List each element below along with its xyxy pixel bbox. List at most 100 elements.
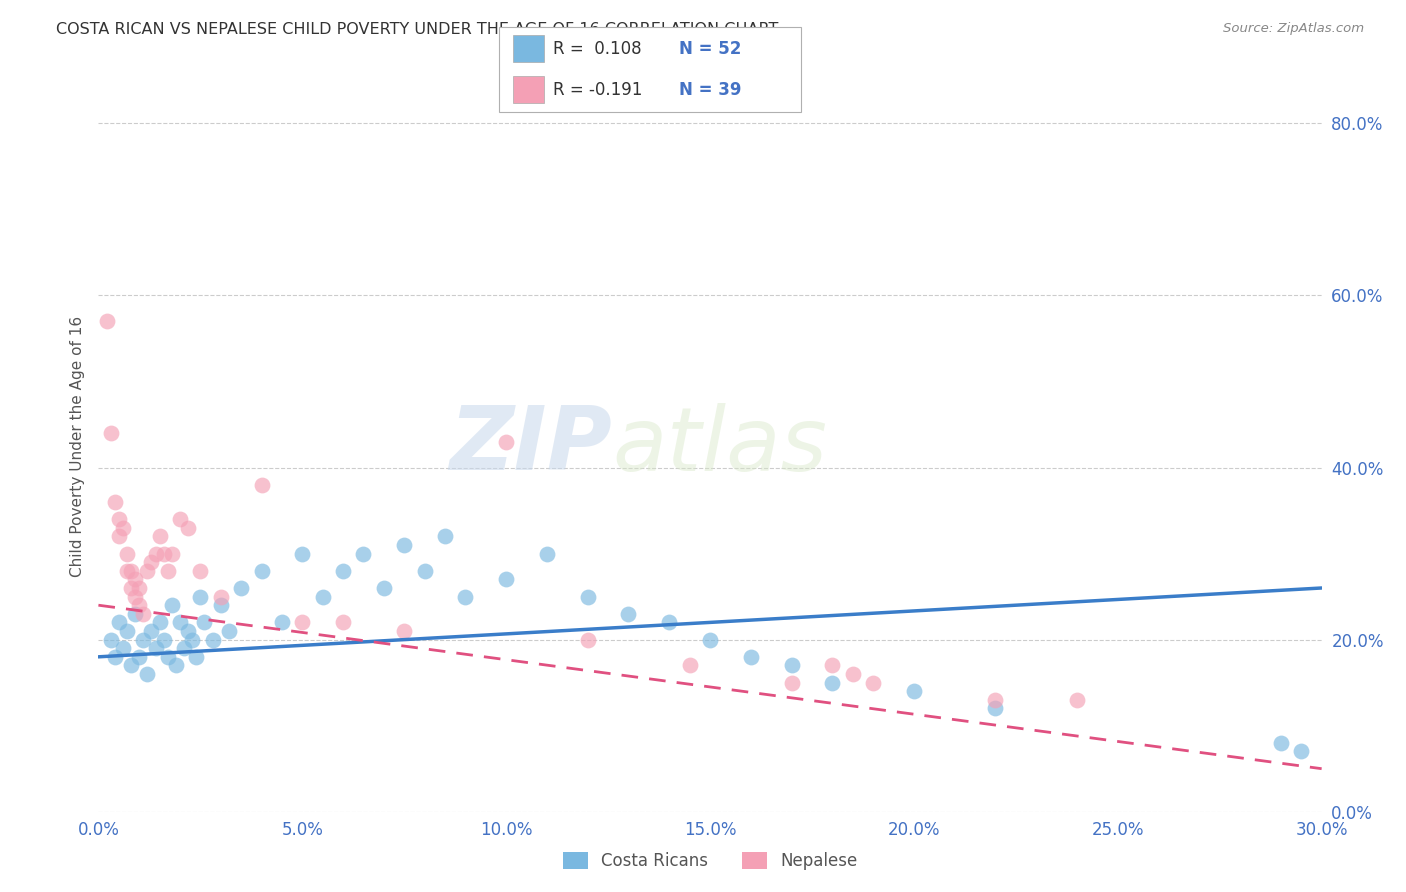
Point (1066, 693, 1088, 707)
Point (145, 547, 167, 561)
Point (100, 632, 122, 647)
Point (132, 632, 155, 647)
Point (392, 538, 416, 552)
Text: Source: ZipAtlas.com: Source: ZipAtlas.com (1223, 22, 1364, 36)
Point (124, 607, 146, 621)
Point (332, 564, 354, 578)
Point (96, 314, 118, 328)
Point (111, 521, 134, 535)
Point (169, 615, 191, 630)
Point (231, 581, 253, 595)
Point (128, 581, 150, 595)
Point (188, 590, 212, 604)
Point (120, 658, 142, 673)
Point (177, 521, 200, 535)
Point (128, 598, 150, 612)
Point (104, 649, 127, 664)
Point (841, 667, 863, 681)
Point (165, 658, 187, 673)
Point (536, 547, 558, 561)
Point (250, 477, 273, 491)
Point (903, 684, 925, 698)
Point (617, 607, 640, 621)
Point (160, 598, 183, 612)
Text: COSTA RICAN VS NEPALESE CHILD POVERTY UNDER THE AGE OF 16 CORRELATION CHART: COSTA RICAN VS NEPALESE CHILD POVERTY UN… (56, 22, 779, 37)
Point (128, 649, 150, 664)
Point (124, 590, 146, 604)
Point (679, 658, 702, 673)
Point (111, 641, 134, 656)
Point (120, 581, 142, 595)
Point (100, 426, 122, 441)
Point (291, 615, 314, 630)
Point (108, 529, 131, 543)
Point (124, 573, 146, 587)
Point (173, 641, 195, 656)
Point (740, 649, 762, 664)
Point (332, 615, 354, 630)
Point (108, 615, 131, 630)
Point (454, 590, 477, 604)
Point (576, 632, 599, 647)
Point (136, 667, 159, 681)
Point (160, 547, 183, 561)
Point (152, 632, 174, 647)
Point (250, 564, 273, 578)
Point (413, 564, 436, 578)
Point (392, 624, 416, 638)
Point (115, 564, 138, 578)
Point (312, 590, 335, 604)
Text: N = 52: N = 52 (679, 39, 741, 58)
Point (181, 632, 204, 647)
Point (1291, 744, 1313, 758)
Text: R = -0.191: R = -0.191 (553, 80, 643, 99)
Legend: Costa Ricans, Nepalese: Costa Ricans, Nepalese (557, 845, 863, 877)
Point (186, 649, 208, 664)
Point (270, 615, 294, 630)
Text: ZIP: ZIP (450, 402, 612, 490)
Point (201, 632, 224, 647)
Point (152, 547, 174, 561)
Point (433, 529, 456, 543)
Point (141, 624, 163, 638)
Point (115, 547, 138, 561)
Point (780, 658, 803, 673)
Point (156, 564, 179, 578)
Point (862, 675, 884, 690)
Point (821, 675, 844, 690)
Point (104, 495, 127, 509)
Point (156, 649, 179, 664)
Point (576, 590, 599, 604)
Point (352, 547, 374, 561)
Point (821, 658, 844, 673)
Point (149, 529, 172, 543)
Point (177, 624, 200, 638)
Point (132, 607, 155, 621)
Point (699, 632, 721, 647)
Point (145, 641, 167, 656)
Text: R =  0.108: R = 0.108 (553, 39, 641, 58)
Point (193, 615, 215, 630)
Point (984, 701, 1007, 715)
Point (495, 434, 517, 449)
Point (115, 624, 138, 638)
Point (209, 590, 232, 604)
Point (984, 693, 1007, 707)
Point (120, 564, 142, 578)
Point (658, 615, 681, 630)
Point (780, 675, 803, 690)
Point (218, 624, 240, 638)
Text: N = 39: N = 39 (679, 80, 741, 99)
Point (1270, 736, 1292, 750)
Point (209, 598, 232, 612)
Y-axis label: Child Poverty Under the Age of 16: Child Poverty Under the Age of 16 (69, 316, 84, 576)
Point (136, 564, 159, 578)
Point (108, 512, 131, 526)
Point (495, 573, 517, 587)
Point (149, 615, 172, 630)
Point (188, 564, 212, 578)
Text: atlas: atlas (612, 403, 827, 489)
Point (373, 581, 395, 595)
Point (141, 555, 163, 569)
Point (291, 547, 314, 561)
